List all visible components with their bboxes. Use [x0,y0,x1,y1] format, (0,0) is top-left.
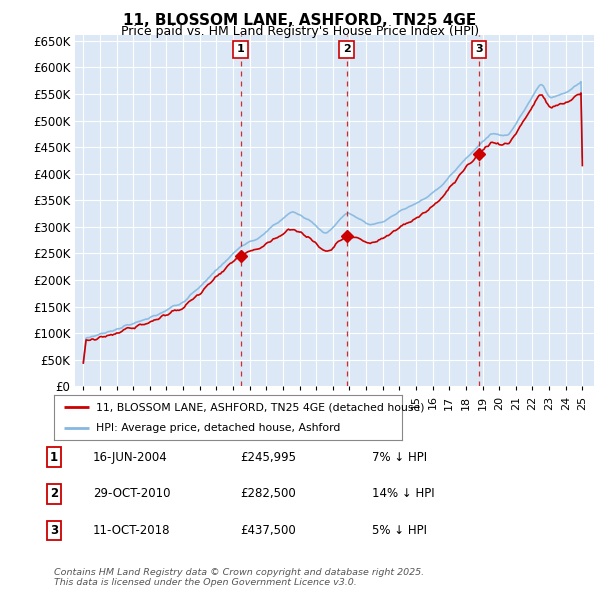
Text: 5% ↓ HPI: 5% ↓ HPI [372,524,427,537]
Text: 3: 3 [50,524,58,537]
Text: Contains HM Land Registry data © Crown copyright and database right 2025.
This d: Contains HM Land Registry data © Crown c… [54,568,424,587]
Text: 11-OCT-2018: 11-OCT-2018 [93,524,170,537]
Text: 11, BLOSSOM LANE, ASHFORD, TN25 4GE: 11, BLOSSOM LANE, ASHFORD, TN25 4GE [124,13,476,28]
Text: Price paid vs. HM Land Registry's House Price Index (HPI): Price paid vs. HM Land Registry's House … [121,25,479,38]
Text: 14% ↓ HPI: 14% ↓ HPI [372,487,434,500]
Text: 29-OCT-2010: 29-OCT-2010 [93,487,170,500]
Text: 11, BLOSSOM LANE, ASHFORD, TN25 4GE (detached house): 11, BLOSSOM LANE, ASHFORD, TN25 4GE (det… [96,402,424,412]
Text: HPI: Average price, detached house, Ashford: HPI: Average price, detached house, Ashf… [96,422,340,432]
Text: 7% ↓ HPI: 7% ↓ HPI [372,451,427,464]
Text: 2: 2 [50,487,58,500]
Text: 1: 1 [50,451,58,464]
Text: 1: 1 [237,44,245,54]
Text: 2: 2 [343,44,350,54]
Text: £282,500: £282,500 [240,487,296,500]
Text: £437,500: £437,500 [240,524,296,537]
Text: £245,995: £245,995 [240,451,296,464]
Text: 3: 3 [475,44,483,54]
Text: 16-JUN-2004: 16-JUN-2004 [93,451,168,464]
